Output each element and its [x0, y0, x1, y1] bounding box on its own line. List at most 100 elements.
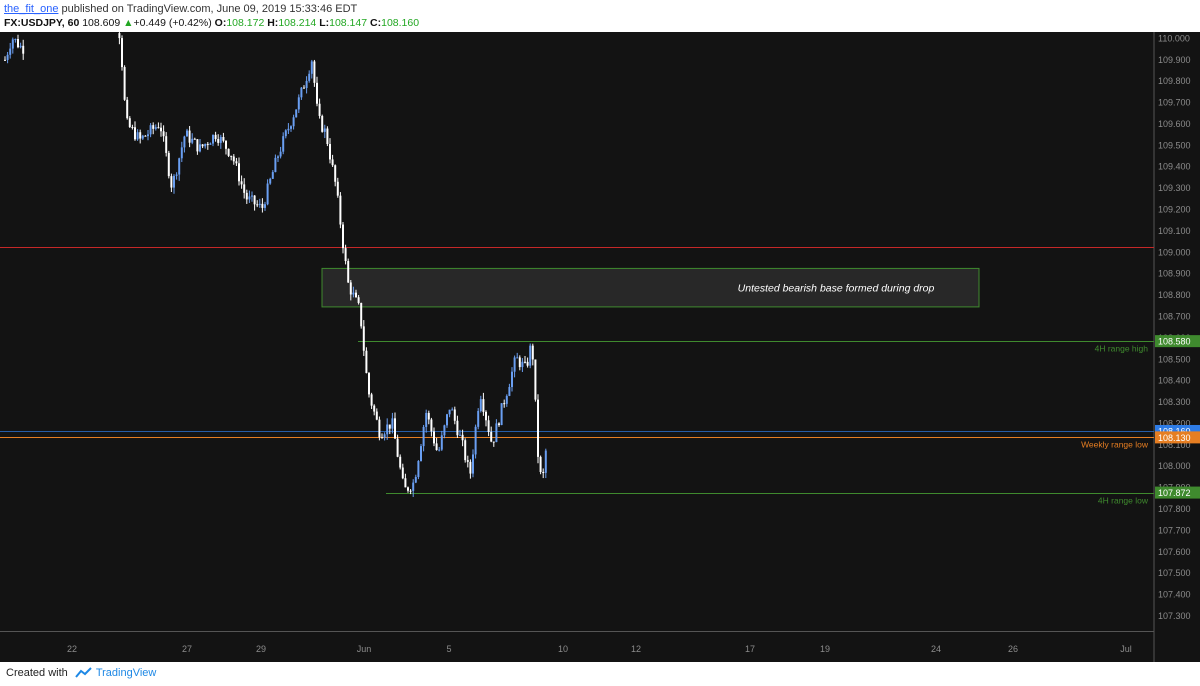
y-tick-label: 109.600 — [1158, 119, 1191, 129]
candle-body — [401, 467, 404, 479]
candle-body — [537, 399, 539, 457]
candle-body — [487, 420, 490, 432]
candle-body — [134, 127, 136, 140]
candles — [4, 32, 547, 497]
candle-body — [279, 151, 282, 157]
x-tick-label: 24 — [931, 644, 941, 654]
candle-body — [482, 399, 485, 412]
horizontal-levels: 4H range high Weekly range low 4H range lo… — [0, 247, 1154, 506]
candle-body — [126, 99, 129, 119]
candle-body — [154, 127, 157, 129]
y-tick-label: 108.300 — [1158, 397, 1191, 407]
y-tick-label: 107.700 — [1158, 525, 1191, 535]
candle-body — [248, 196, 251, 200]
candle-body — [466, 460, 469, 462]
candle-body — [344, 248, 347, 262]
candle-body — [388, 424, 391, 429]
candle-body — [191, 138, 194, 143]
up-arrow-icon: ▲ — [123, 17, 134, 29]
candle-body — [531, 345, 534, 360]
candle-body — [183, 136, 186, 148]
candle-body — [464, 440, 467, 461]
x-tick-label: 17 — [745, 644, 755, 654]
candle-body — [295, 109, 298, 118]
candle-body — [331, 159, 334, 166]
candle-body — [521, 361, 524, 368]
candle-body — [245, 192, 248, 200]
plot-area[interactable] — [0, 32, 1154, 662]
candle-body — [123, 67, 126, 100]
candle-body — [170, 176, 173, 188]
candle-body — [188, 130, 191, 143]
candle-body — [310, 61, 313, 74]
candle-body — [6, 54, 9, 60]
symbol-info: FX:USDJPY, 60 108.609 ▲+0.449 (+0.42%) O… — [4, 17, 419, 29]
candle-body — [274, 157, 277, 173]
candle-body — [336, 181, 339, 196]
candle-body — [284, 130, 287, 137]
candle-body — [118, 33, 121, 39]
candle-body — [412, 482, 415, 491]
created-with-text: Created with — [6, 667, 68, 679]
candle-body — [196, 139, 199, 152]
candle-body — [178, 158, 181, 175]
chart-footer: Created with TradingView — [0, 662, 1200, 686]
y-tick-label: 109.700 — [1158, 98, 1191, 108]
candle-body — [329, 144, 331, 160]
y-tick-label: 109.300 — [1158, 183, 1191, 193]
candle-body — [173, 175, 175, 188]
zone-label: Untested bearish base formed during drop — [738, 283, 935, 295]
candle-body — [417, 461, 420, 477]
candle-body — [349, 282, 352, 295]
candle-body — [430, 419, 433, 432]
y-tick-label: 107.600 — [1158, 547, 1191, 557]
candle-body — [399, 456, 402, 468]
author-link[interactable]: the_fit_one — [4, 3, 59, 15]
created-with[interactable]: Created with TradingView — [6, 667, 156, 679]
candle-body — [498, 423, 500, 426]
level-label: 4H range low — [1098, 496, 1149, 506]
candle-body — [19, 45, 22, 48]
candle-body — [227, 148, 230, 156]
candle-body — [204, 143, 207, 147]
close-value: 108.160 — [381, 17, 420, 29]
candle-body — [186, 130, 188, 137]
candle-body — [240, 181, 243, 185]
candle-body — [438, 449, 441, 451]
candle-body — [386, 424, 389, 435]
candle-body — [287, 128, 290, 131]
price-chart[interactable]: 110.000 109.900 109.800 109.700 109.600 109.5… — [0, 32, 1200, 662]
y-tick-label: 108.200 — [1158, 418, 1191, 428]
candle-body — [381, 437, 383, 439]
candle-body — [121, 38, 123, 68]
candle-body — [433, 431, 435, 444]
candle-body — [258, 203, 261, 205]
tradingview-brand: TradingView — [95, 667, 157, 679]
candle-body — [17, 39, 19, 48]
high-value: 108.214 — [278, 17, 317, 29]
candle-body — [446, 414, 448, 426]
candle-body — [472, 454, 474, 474]
candle-body — [269, 178, 272, 184]
y-tick-label: 107.400 — [1158, 590, 1191, 600]
candle-body — [256, 204, 259, 206]
candle-body — [199, 144, 201, 152]
candle-body — [459, 434, 461, 436]
x-tick-label: Jul — [1120, 644, 1132, 654]
candle-body — [297, 97, 300, 110]
close-label: C: — [370, 17, 382, 29]
x-tick-label: 19 — [820, 644, 830, 654]
candle-body — [485, 411, 487, 421]
tradingview-cloud-icon — [75, 667, 92, 678]
candle-body — [290, 126, 292, 129]
candle-body — [222, 137, 225, 141]
candle-body — [232, 156, 235, 162]
supply-zone: Untested bearish base formed during drop — [321, 267, 980, 308]
candle-body — [167, 152, 170, 177]
x-tick-label: 27 — [182, 644, 192, 654]
candle-body — [378, 419, 381, 438]
candle-body — [305, 80, 308, 89]
candle-body — [360, 302, 363, 327]
x-tick-label: 26 — [1008, 644, 1018, 654]
candle-body — [261, 203, 264, 208]
